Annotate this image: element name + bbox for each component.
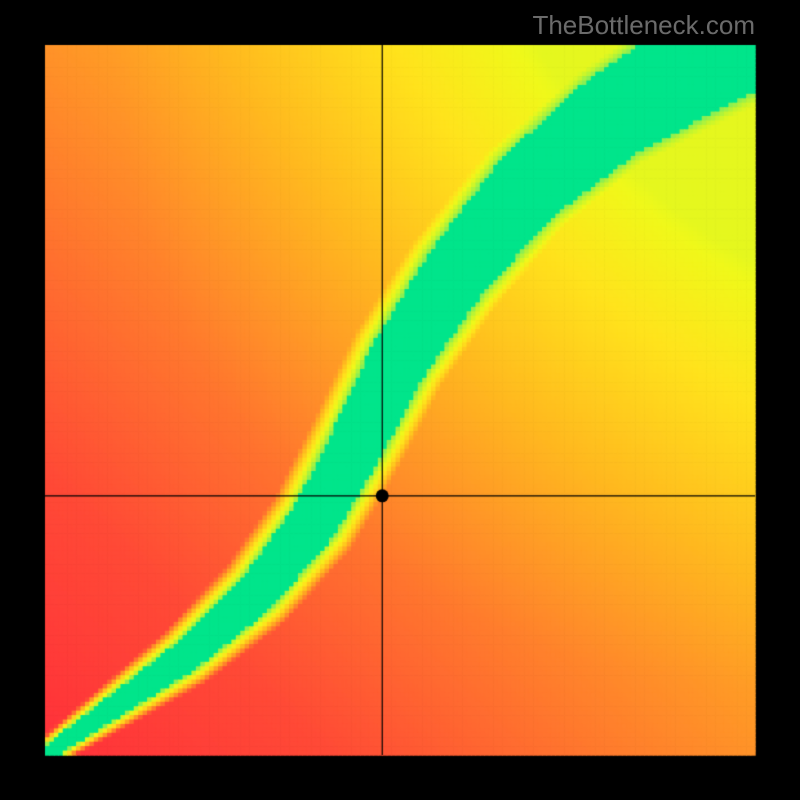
bottleneck-heatmap xyxy=(0,0,800,800)
watermark-text: TheBottleneck.com xyxy=(532,10,755,41)
